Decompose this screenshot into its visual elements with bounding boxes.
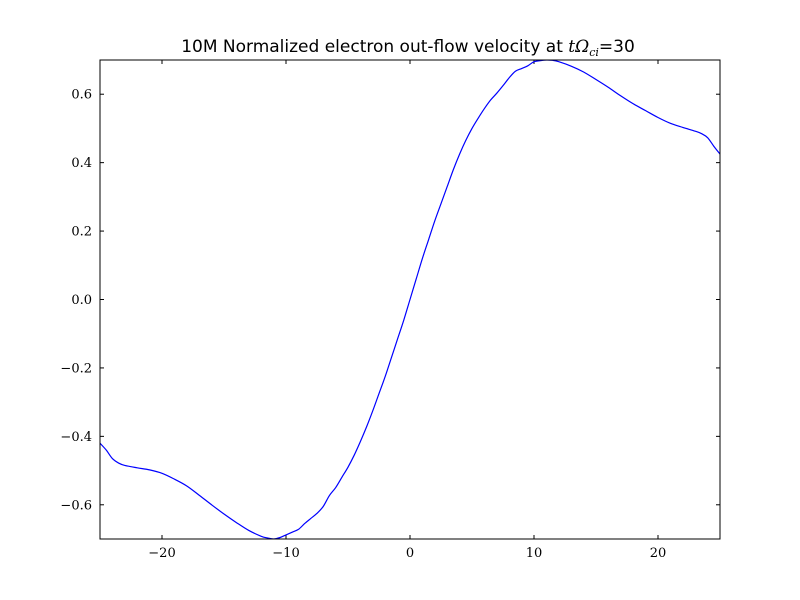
y-tick-label: 0.2 (71, 225, 92, 240)
chart-title-suffix: =30 (599, 37, 635, 57)
plot-frame (99, 59, 721, 540)
tick-marks (100, 60, 720, 539)
y-tick-label: 0.6 (71, 88, 92, 103)
y-tick-label: 0.0 (71, 293, 92, 308)
x-tick-label: 10 (526, 546, 543, 561)
tick-labels: −20 −10 0 10 20 −0.6 −0.4 −0.2 0.0 0.2 0.4 0.6 (60, 88, 666, 561)
series-layer (100, 60, 720, 539)
chart-title-subscript: ci (589, 46, 599, 59)
y-tick-label: −0.6 (60, 498, 92, 513)
chart-title-prefix: 10M Normalized electron out-flow velocit… (181, 37, 568, 57)
x-tick-label: 0 (406, 546, 414, 561)
x-tick-label: −10 (272, 546, 299, 561)
chart-title-math: tΩ (568, 37, 589, 57)
y-tick-label: −0.2 (60, 361, 92, 376)
x-tick-label: 20 (650, 546, 667, 561)
chart-title: 10M Normalized electron out-flow velocit… (181, 37, 635, 59)
y-tick-label: −0.4 (60, 430, 92, 445)
y-tick-label: 0.4 (71, 156, 92, 171)
series-line-0 (100, 60, 720, 539)
x-tick-label: −20 (148, 546, 175, 561)
